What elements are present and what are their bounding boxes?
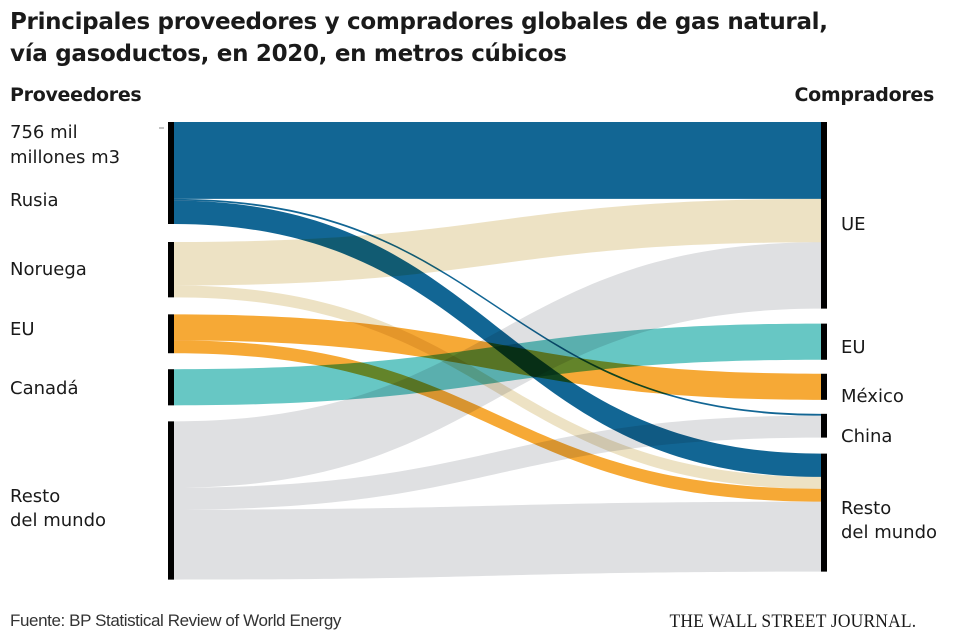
flow-rusia-to-resto_dst: [174, 200, 821, 477]
source-label-eu_src: EU: [10, 319, 35, 340]
title-line-1: Principales proveedores y compradores gl…: [10, 9, 828, 35]
source-bar-resto_src: [168, 421, 174, 580]
target-bar-ue: [821, 122, 827, 309]
target-bar-mexico: [821, 373, 827, 400]
source-label-noruega: Noruega: [10, 259, 87, 280]
source-bar-eu_src: [168, 314, 174, 354]
flow-resto_src-to-resto_dst: [174, 501, 821, 580]
buyers-heading: Compradores: [794, 84, 934, 106]
suppliers-heading: Proveedores: [10, 84, 142, 106]
target-label-resto_dst: Resto del mundo: [841, 498, 938, 543]
flows-group: [174, 122, 821, 580]
flow-canada-to-eu_dst: [174, 323, 821, 406]
target-bar-eu_dst: [821, 323, 827, 360]
target-label-china: China: [841, 426, 893, 447]
chart-title: Principales proveedores y compradores gl…: [10, 6, 910, 70]
node-bars-group: [168, 122, 827, 580]
target-bar-china: [821, 413, 827, 438]
flow-rusia-to-ue: [174, 122, 821, 199]
target-label-ue: UE: [841, 214, 866, 235]
source-bar-rusia: [168, 122, 174, 224]
flow-eu_src-to-resto_dst: [174, 340, 821, 502]
scale-label: 756 mil millones m3: [10, 120, 120, 170]
target-label-mexico: México: [841, 386, 904, 407]
scale-label-line-1: 756 mil: [10, 122, 78, 143]
flow-noruega-to-ue: [174, 198, 821, 286]
flow-noruega-to-resto_dst: [174, 285, 821, 489]
source-label-resto_src: Resto del mundo: [10, 486, 107, 531]
source-label-canada: Canadá: [10, 378, 79, 399]
flow-rusia-to-china: [174, 198, 821, 416]
target-bar-resto_dst: [821, 453, 827, 572]
source-note: Fuente: BP Statistical Review of World E…: [10, 611, 341, 630]
source-label-rusia: Rusia: [10, 190, 59, 211]
target-label-eu_dst: EU: [841, 337, 866, 358]
scale-label-line-2: millones m3: [10, 147, 121, 168]
title-line-2: vía gasoductos, en 2020, en metros cúbic…: [10, 41, 567, 67]
source-bar-canada: [168, 369, 174, 406]
source-bar-noruega: [168, 242, 174, 298]
publisher-logo: THE WALL STREET JOURNAL.: [669, 611, 916, 632]
